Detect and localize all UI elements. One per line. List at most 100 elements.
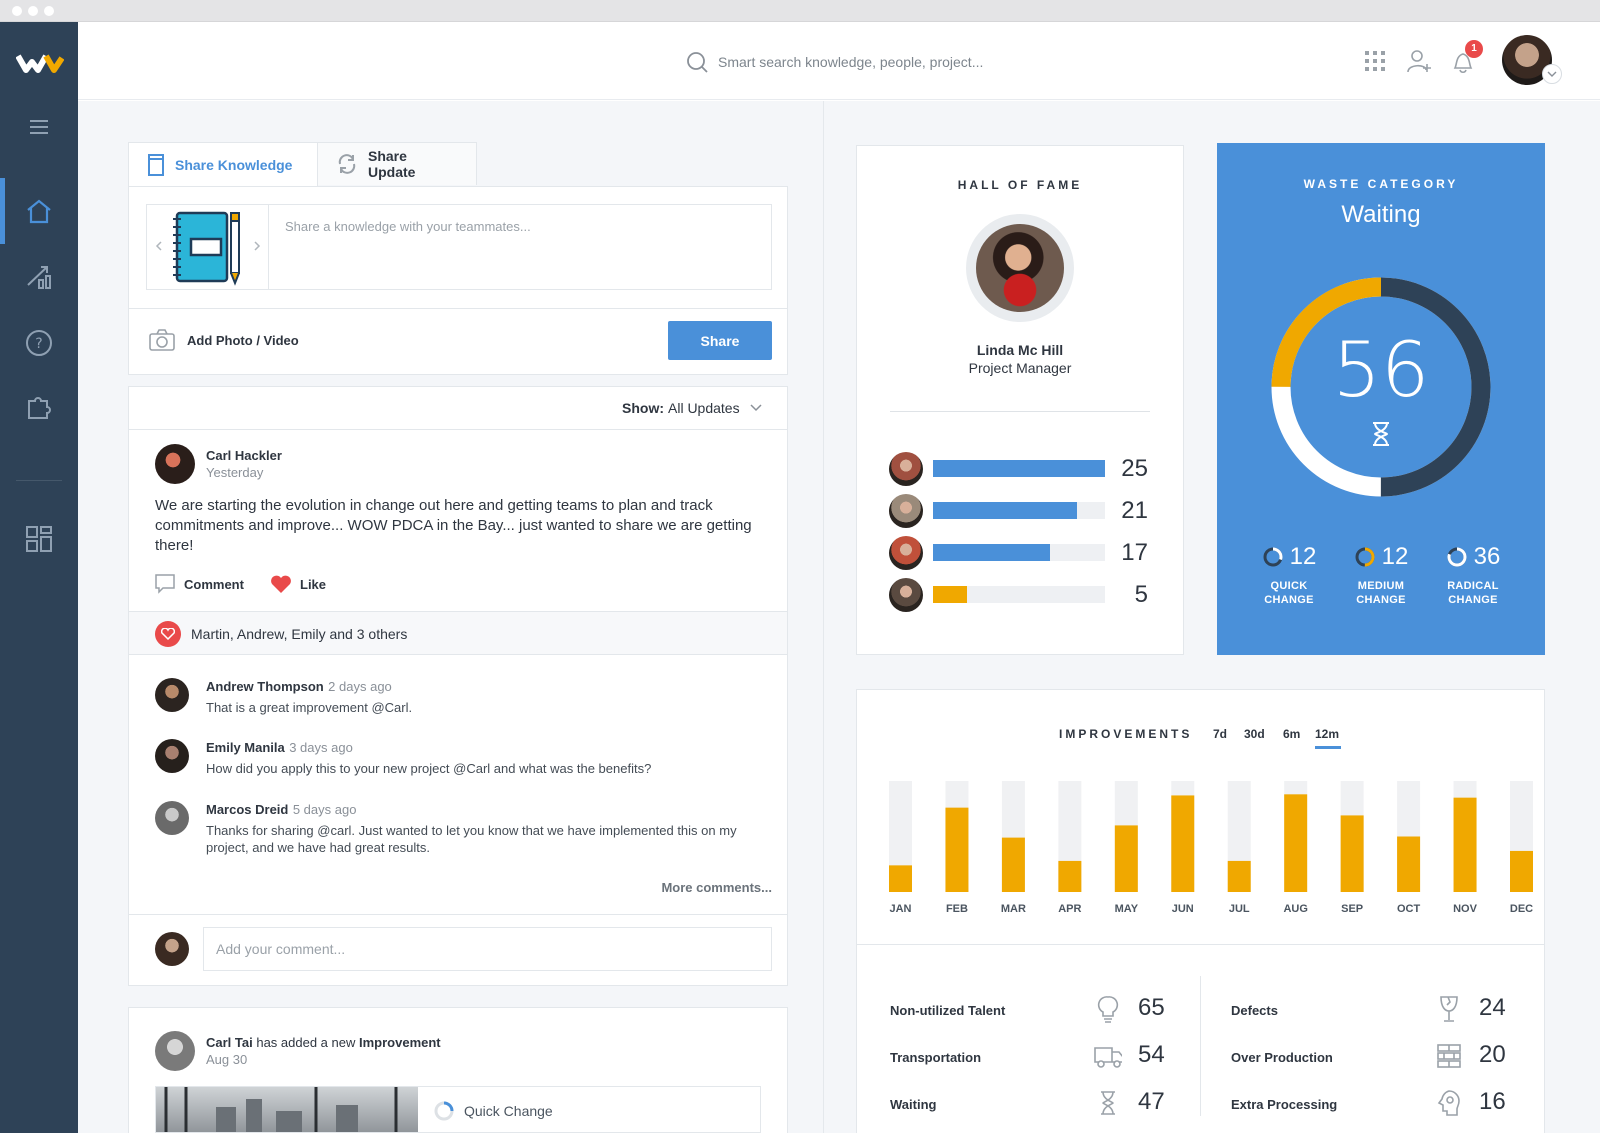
more-comments-link[interactable]: More comments... bbox=[661, 880, 772, 895]
featured-avatar[interactable] bbox=[966, 214, 1074, 322]
month-label: MAR bbox=[1001, 903, 1026, 915]
window-dot[interactable] bbox=[28, 6, 38, 16]
post-time: Yesterday bbox=[206, 465, 264, 480]
leader-avatar[interactable] bbox=[889, 536, 923, 570]
sidebar-item-analytics[interactable] bbox=[0, 244, 78, 310]
month-label: APR bbox=[1058, 903, 1081, 915]
notifications-button[interactable]: 1 bbox=[1448, 40, 1483, 76]
tab-label: Share Knowledge bbox=[175, 156, 293, 173]
tab-share-knowledge[interactable]: Share Knowledge bbox=[128, 142, 318, 186]
bar-feb[interactable] bbox=[945, 807, 969, 892]
tab-share-update[interactable]: Share Update bbox=[317, 142, 477, 185]
search-input[interactable]: Smart search knowledge, people, project.… bbox=[686, 46, 1046, 78]
bar-mar[interactable] bbox=[1001, 837, 1025, 892]
sidebar-item-home[interactable] bbox=[0, 178, 78, 244]
post-author[interactable]: Carl Hackler bbox=[206, 448, 282, 463]
waste-stat[interactable]: 12 QUICK CHANGE bbox=[1247, 543, 1331, 607]
waste-type-value: 54 bbox=[1138, 1041, 1165, 1068]
waste-type-label[interactable]: Extra Processing bbox=[1231, 1097, 1338, 1112]
menu-icon[interactable] bbox=[0, 94, 78, 160]
comment-time: 3 days ago bbox=[289, 740, 353, 755]
comment-author[interactable]: Emily Manila bbox=[206, 740, 285, 755]
improvement-preview[interactable]: Quick Change bbox=[155, 1086, 761, 1133]
bar-nov[interactable] bbox=[1453, 797, 1477, 892]
waste-type-label[interactable]: Non-utilized Talent bbox=[890, 1003, 1006, 1018]
like-label: Like bbox=[300, 576, 327, 592]
bar-sep[interactable] bbox=[1340, 815, 1364, 892]
svg-text:?: ? bbox=[35, 336, 42, 352]
like-button[interactable]: Like bbox=[270, 574, 326, 594]
featured-name[interactable]: Linda Mc Hill bbox=[976, 342, 1064, 358]
comment-author[interactable]: Marcos Dreid bbox=[206, 802, 289, 817]
app-logo[interactable] bbox=[15, 50, 65, 76]
comment-time: 5 days ago bbox=[292, 802, 357, 817]
bar-jul[interactable] bbox=[1227, 860, 1251, 892]
window-chrome bbox=[0, 0, 1600, 22]
avatar[interactable] bbox=[155, 801, 189, 835]
avatar[interactable] bbox=[155, 678, 189, 712]
bar-apr[interactable] bbox=[1058, 860, 1082, 892]
waste-stat[interactable]: 36 RADICAL CHANGE bbox=[1431, 543, 1515, 607]
sidebar-item-dashboard[interactable] bbox=[0, 506, 78, 572]
notebook-icon bbox=[147, 153, 165, 176]
sidebar-item-help[interactable]: ? bbox=[0, 310, 78, 376]
period-tab-6m[interactable]: 6m bbox=[1283, 727, 1301, 741]
period-tab-12m[interactable]: 12m bbox=[1315, 727, 1341, 749]
avatar[interactable] bbox=[155, 444, 195, 484]
window-dot[interactable] bbox=[12, 6, 22, 16]
period-tab-30d[interactable]: 30d bbox=[1244, 727, 1265, 741]
add-comment-input[interactable]: Add your comment... bbox=[203, 927, 772, 971]
knowledge-input[interactable]: Share a knowledge with your teammates... bbox=[268, 204, 772, 290]
bar-jun[interactable] bbox=[1171, 795, 1195, 892]
like-heart-icon bbox=[155, 621, 181, 647]
post-body: We are starting the evolution in change … bbox=[155, 497, 752, 554]
comment-author[interactable]: Andrew Thompson bbox=[206, 679, 324, 694]
waste-type-label[interactable]: Waiting bbox=[890, 1097, 937, 1112]
leader-bar-track bbox=[933, 502, 1105, 519]
home-icon bbox=[27, 199, 51, 224]
leader-bar-track bbox=[933, 544, 1105, 561]
bell-icon bbox=[1453, 53, 1473, 74]
add-photo-button[interactable]: Add Photo / Video bbox=[149, 329, 299, 351]
post-object[interactable]: Improvement bbox=[359, 1035, 441, 1050]
month-label: FEB bbox=[946, 903, 968, 915]
comment-button[interactable]: Comment bbox=[155, 574, 244, 594]
leader-avatar[interactable] bbox=[889, 578, 923, 612]
bar-oct[interactable] bbox=[1397, 836, 1421, 893]
avatar[interactable] bbox=[155, 1031, 195, 1071]
period-tab-7d[interactable]: 7d bbox=[1213, 727, 1228, 741]
waste-type-label[interactable]: Transportation bbox=[890, 1050, 982, 1065]
add-comment-placeholder: Add your comment... bbox=[216, 941, 346, 957]
bar-aug[interactable] bbox=[1284, 794, 1308, 892]
comment-label: Comment bbox=[184, 576, 244, 592]
waste-stat[interactable]: 12 MEDIUM CHANGE bbox=[1339, 543, 1423, 607]
bar-jan[interactable] bbox=[889, 865, 912, 892]
chevron-down-icon[interactable] bbox=[1542, 64, 1562, 84]
apps-grid-icon[interactable] bbox=[1360, 46, 1390, 76]
feed-filter-dropdown[interactable]: Show: All Updates bbox=[622, 400, 762, 416]
comment-item: Marcos Dreid 5 days ago Thanks for shari… bbox=[206, 801, 746, 856]
refresh-icon bbox=[336, 153, 358, 175]
waste-type-label[interactable]: Over Production bbox=[1231, 1050, 1333, 1065]
avatar[interactable] bbox=[155, 739, 189, 773]
hall-of-fame-title: HALL OF FAME bbox=[957, 178, 1083, 192]
bar-dec[interactable] bbox=[1510, 850, 1533, 892]
improvements-chart: JAN FEB MAR APR MAY JUN JUL AUG SEP OCT NOV DEC bbox=[889, 781, 1533, 915]
add-user-icon[interactable] bbox=[1404, 46, 1434, 76]
waste-value: 56 bbox=[1332, 325, 1430, 414]
comment-text: How did you apply this to your new proje… bbox=[206, 761, 652, 776]
bar-may[interactable] bbox=[1114, 825, 1138, 892]
stat-label: RADICAL CHANGE bbox=[1447, 580, 1499, 606]
template-carousel[interactable] bbox=[146, 204, 268, 290]
sidebar-item-integrations[interactable] bbox=[0, 374, 78, 440]
post-author[interactable]: Carl Tai bbox=[206, 1035, 253, 1050]
leader-score: 17 bbox=[1121, 539, 1148, 566]
share-button[interactable]: Share bbox=[668, 321, 772, 360]
stat-value: 36 bbox=[1473, 543, 1501, 570]
leader-avatar[interactable] bbox=[889, 494, 923, 528]
leader-avatar[interactable] bbox=[889, 452, 923, 486]
likes-summary[interactable]: Martin, Andrew, Emily and 3 others bbox=[191, 626, 408, 642]
stat-value: 12 bbox=[1289, 543, 1317, 570]
window-dot[interactable] bbox=[44, 6, 54, 16]
waste-type-label[interactable]: Defects bbox=[1231, 1003, 1278, 1018]
